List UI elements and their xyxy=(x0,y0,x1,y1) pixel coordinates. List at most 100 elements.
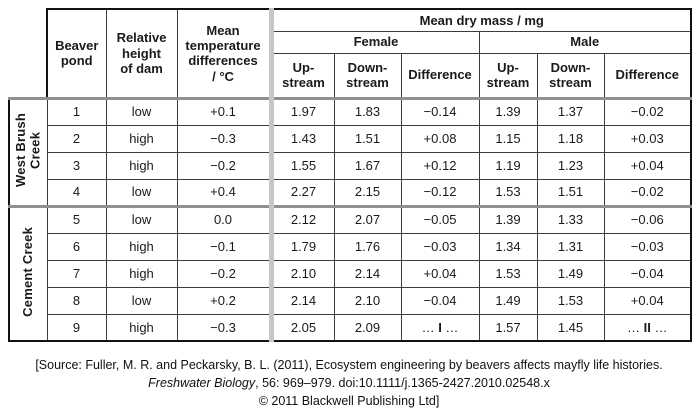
cell-male-upstream: 1.57 xyxy=(478,313,538,342)
header-male: Male xyxy=(478,30,692,54)
header-beaver-pond: Beaver pond xyxy=(46,8,107,99)
cell-male-downstream: 1.53 xyxy=(536,286,605,315)
cell-female-downstream: 1.76 xyxy=(333,232,402,261)
table-row: 4 low +0.4 2.27 2.15 −0.12 1.53 1.51 −0.… xyxy=(9,178,692,207)
header-female-upstream: Up- stream xyxy=(268,52,335,99)
cell-male-difference: −0.04 xyxy=(603,259,692,288)
cell-male-downstream: 1.18 xyxy=(536,124,605,153)
cell-male-difference: −0.03 xyxy=(603,232,692,261)
cell-female-difference: −0.04 xyxy=(400,286,480,315)
cell-male-difference: +0.04 xyxy=(603,151,692,180)
cell-male-difference-blank: … II … xyxy=(603,313,692,342)
cell-pond: 6 xyxy=(46,232,107,261)
group-label-cement-creek: Cement Creek xyxy=(8,204,48,342)
cell-male-difference: +0.04 xyxy=(603,286,692,315)
citation-journal-name: Freshwater Biology xyxy=(148,375,256,390)
cell-female-difference: +0.04 xyxy=(400,259,480,288)
header-female: Female xyxy=(268,30,480,54)
header-female-difference: Difference xyxy=(400,52,480,99)
cell-female-upstream: 2.10 xyxy=(268,259,335,288)
cell-temp: −0.2 xyxy=(176,151,272,180)
cell-male-upstream: 1.39 xyxy=(478,204,538,234)
table-row: 7 high −0.2 2.10 2.14 +0.04 1.53 1.49 −0… xyxy=(9,259,692,288)
cell-female-downstream: 1.51 xyxy=(333,124,402,153)
creek-label: West Brush Creek xyxy=(12,113,43,188)
cell-female-upstream: 1.97 xyxy=(268,96,335,126)
cell-height: high xyxy=(105,259,178,288)
cell-male-difference: +0.03 xyxy=(603,124,692,153)
cell-male-downstream: 1.31 xyxy=(536,232,605,261)
cell-pond: 1 xyxy=(46,96,107,126)
cell-male-upstream: 1.53 xyxy=(478,178,538,207)
cell-pond: 7 xyxy=(46,259,107,288)
cell-female-downstream: 2.07 xyxy=(333,204,402,234)
cell-temp: −0.2 xyxy=(176,259,272,288)
cell-pond: 8 xyxy=(46,286,107,315)
cell-male-downstream: 1.33 xyxy=(536,204,605,234)
cell-height: high xyxy=(105,124,178,153)
cell-temp: −0.3 xyxy=(176,124,272,153)
table-row: 9 high −0.3 2.05 2.09 … I … 1.57 1.45 … … xyxy=(9,313,692,342)
cell-pond: 3 xyxy=(46,151,107,180)
cell-female-upstream: 1.79 xyxy=(268,232,335,261)
cell-male-downstream: 1.37 xyxy=(536,96,605,126)
cell-female-upstream: 1.55 xyxy=(268,151,335,180)
cell-pond: 4 xyxy=(46,178,107,207)
cell-male-upstream: 1.19 xyxy=(478,151,538,180)
table-row: 8 low +0.2 2.14 2.10 −0.04 1.49 1.53 +0.… xyxy=(9,286,692,315)
citation-line-1: [Source: Fuller, M. R. and Peckarsky, B.… xyxy=(35,358,663,372)
header-mean-dry-mass: Mean dry mass / mg xyxy=(268,8,692,32)
blank-numeral-one: I xyxy=(438,319,442,335)
header-female-downstream: Down- stream xyxy=(333,52,402,99)
cell-temp: −0.3 xyxy=(176,313,272,342)
cell-height: low xyxy=(105,96,178,126)
cell-male-difference: −0.02 xyxy=(603,178,692,207)
source-citation: [Source: Fuller, M. R. and Peckarsky, B.… xyxy=(0,357,698,408)
cell-female-downstream: 2.15 xyxy=(333,178,402,207)
cell-female-difference: +0.12 xyxy=(400,151,480,180)
table-row: Cement Creek 5 low 0.0 2.12 2.07 −0.05 1… xyxy=(8,204,692,342)
cell-male-downstream: 1.23 xyxy=(536,151,605,180)
cell-female-difference: −0.03 xyxy=(400,232,480,261)
cell-male-upstream: 1.53 xyxy=(478,259,538,288)
group-label-west-brush-creek: West Brush Creek xyxy=(8,96,48,207)
cell-male-upstream: 1.39 xyxy=(478,96,538,126)
header-male-downstream: Down- stream xyxy=(536,52,605,99)
beaver-pond-data-table: Beaver pond Relative height of dam Mean … xyxy=(8,8,692,342)
cell-female-downstream: 1.83 xyxy=(333,96,402,126)
cell-female-upstream: 2.27 xyxy=(268,178,335,207)
citation-line-3: © 2011 Blackwell Publishing Ltd] xyxy=(258,393,440,408)
cell-female-difference: −0.05 xyxy=(400,204,480,234)
cell-pond: 5 xyxy=(46,204,107,234)
cell-temp: +0.1 xyxy=(176,96,272,126)
cell-male-upstream: 1.15 xyxy=(478,124,538,153)
cell-temp: −0.1 xyxy=(176,232,272,261)
cell-female-difference-blank: … I … xyxy=(400,313,480,342)
cell-height: low xyxy=(105,204,178,234)
cell-female-upstream: 1.43 xyxy=(268,124,335,153)
table-row: 3 high −0.2 1.55 1.67 +0.12 1.19 1.23 +0… xyxy=(9,151,692,180)
creek-label: Cement Creek xyxy=(20,227,36,317)
cell-male-difference: −0.02 xyxy=(603,96,692,126)
cell-temp: +0.2 xyxy=(176,286,272,315)
header-mean-temperature: Mean temperature differences / °C xyxy=(176,8,272,99)
cell-temp: +0.4 xyxy=(176,178,272,207)
blank-numeral-two: II xyxy=(643,319,651,335)
cell-male-downstream: 1.51 xyxy=(536,178,605,207)
header-male-upstream: Up- stream xyxy=(478,52,538,99)
cell-female-downstream: 2.09 xyxy=(333,313,402,342)
cell-temp: 0.0 xyxy=(176,204,272,234)
table-row: 2 high −0.3 1.43 1.51 +0.08 1.15 1.18 +0… xyxy=(9,124,692,153)
cell-female-upstream: 2.12 xyxy=(268,204,335,234)
header-male-difference: Difference xyxy=(603,52,692,99)
cell-male-downstream: 1.49 xyxy=(536,259,605,288)
cell-pond: 9 xyxy=(46,313,107,342)
cell-female-difference: −0.14 xyxy=(400,96,480,126)
cell-female-downstream: 2.14 xyxy=(333,259,402,288)
cell-male-upstream: 1.34 xyxy=(478,232,538,261)
cell-female-downstream: 1.67 xyxy=(333,151,402,180)
cell-female-downstream: 2.10 xyxy=(333,286,402,315)
cell-height: high xyxy=(105,313,178,342)
cell-male-downstream: 1.45 xyxy=(536,313,605,342)
